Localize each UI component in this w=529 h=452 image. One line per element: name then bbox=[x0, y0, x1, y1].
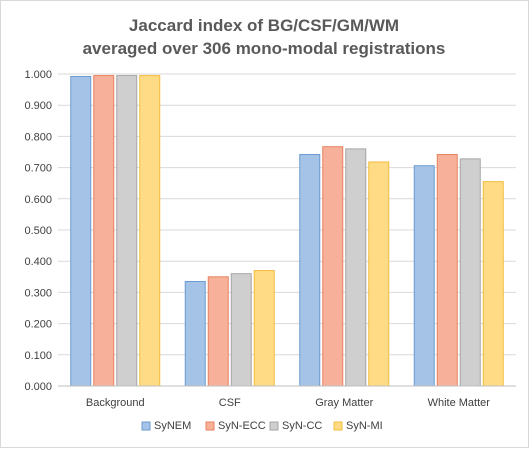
bar-synem-white-matter bbox=[413, 165, 435, 387]
y-axis-ticks: 0.000 0.100 0.200 0.300 0.400 0.500 0.600 0.700… bbox=[24, 69, 52, 393]
legend-swatch bbox=[333, 421, 343, 431]
bar-synem-gray-matter bbox=[299, 153, 321, 387]
bar-syn-ecc-white-matter bbox=[436, 153, 458, 387]
bar-syn-mi-csf bbox=[253, 270, 275, 387]
bar-syn-cc-background bbox=[116, 75, 138, 387]
bar-syn-ecc-csf bbox=[207, 276, 229, 387]
y-tick-label: 0.300 bbox=[24, 287, 52, 299]
y-tick-label: 0.100 bbox=[24, 350, 52, 362]
legend: SyNEM SyN-ECC SyN-CC SyN-MI bbox=[141, 420, 383, 432]
y-tick-label: 0.700 bbox=[24, 163, 52, 175]
legend-swatch bbox=[269, 421, 279, 431]
x-category-label: White Matter bbox=[428, 397, 491, 409]
legend-label: SyN-ECC bbox=[218, 420, 266, 432]
y-tick-label: 0.800 bbox=[24, 131, 52, 143]
bar-syn-mi-background bbox=[139, 75, 161, 387]
legend-label: SyN-CC bbox=[282, 420, 322, 432]
chart-title-line-2: averaged over 306 mono-modal registratio… bbox=[83, 39, 446, 58]
bar-syn-cc-csf bbox=[230, 273, 252, 387]
bars bbox=[70, 75, 504, 387]
bar-syn-cc-gray-matter bbox=[345, 148, 367, 387]
bar-syn-cc-white-matter bbox=[459, 158, 481, 387]
x-category-label: Background bbox=[86, 397, 145, 409]
legend-label: SyN-MI bbox=[346, 420, 383, 432]
y-tick-label: 0.500 bbox=[24, 225, 52, 237]
bar-synem-background bbox=[70, 75, 92, 387]
bar-syn-ecc-background bbox=[93, 75, 115, 387]
legend-swatch bbox=[205, 421, 215, 431]
y-tick-label: 0.900 bbox=[24, 100, 52, 112]
bar-syn-mi-white-matter bbox=[482, 181, 504, 387]
y-tick-label: 0.600 bbox=[24, 194, 52, 206]
legend-label: SyNEM bbox=[154, 420, 191, 432]
y-tick-label: 1.000 bbox=[24, 69, 52, 81]
y-tick-label: 0.000 bbox=[24, 381, 52, 393]
x-category-label: CSF bbox=[219, 397, 241, 409]
x-category-label: Gray Matter bbox=[315, 397, 373, 409]
x-axis-categories: Background CSF Gray Matter White Matter bbox=[86, 397, 490, 409]
chart-title-line-1: Jaccard index of BG/CSF/GM/WM bbox=[129, 16, 399, 35]
bar-syn-mi-gray-matter bbox=[368, 161, 390, 387]
legend-swatch bbox=[141, 421, 151, 431]
bar-syn-ecc-gray-matter bbox=[322, 146, 344, 387]
bar-synem-csf bbox=[184, 280, 206, 387]
y-tick-label: 0.200 bbox=[24, 319, 52, 331]
y-tick-label: 0.400 bbox=[24, 256, 52, 268]
